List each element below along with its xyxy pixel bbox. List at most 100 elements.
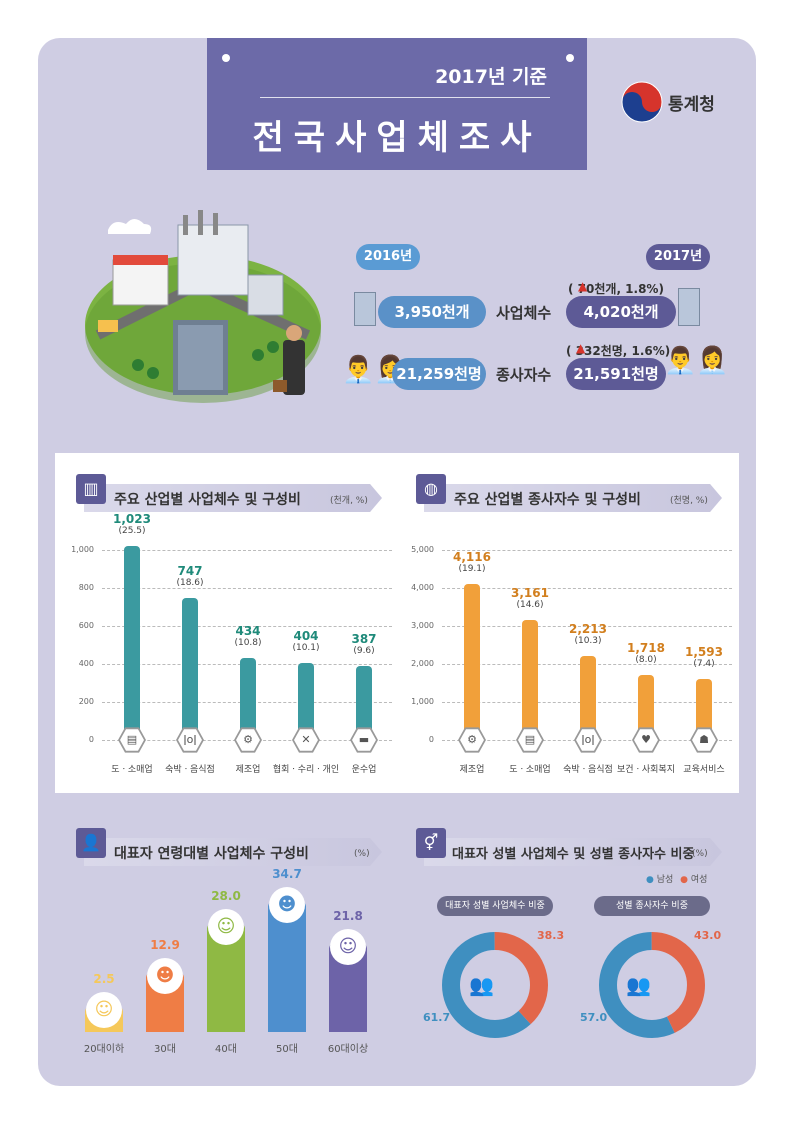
age-category-label: 50대 [276,1044,298,1055]
bar-share-label: (19.1) [458,563,486,574]
grid-line [442,588,732,589]
workers-2016: 21,259천명 [392,358,486,390]
workers-change: ▲ ( 332천명, 1.6%) [566,341,671,358]
grid-line [442,626,732,627]
donut-slice [442,932,548,1038]
title-banner [207,38,587,170]
gender-title: 대표자 성별 사업체수 및 성별 종사자수 비중 [452,847,695,862]
y-tick-label: 400 [78,659,94,668]
establishments-change: ▲ ( 70천개, 1.8%) [568,279,664,296]
age-value-label: 2.5 [93,971,115,986]
donut-chart [599,932,705,1038]
agency-name: 통계청 [668,95,715,115]
bar-value-label: 4,116 [453,549,491,564]
heart-hands-icon-glyph: ♥ [634,729,658,751]
building-icon [678,288,700,326]
y-tick-label: 3,000 [411,621,434,630]
donut-chart [442,932,548,1038]
industry-est-title: 주요 산업별 사업체수 및 구성비 [114,492,301,508]
building-icon [354,292,376,326]
bar [580,655,596,740]
people-icon: 👥 [469,973,494,997]
grid-line [102,588,392,589]
category-label: 제조업 [235,765,261,775]
industry-est-unit: (천개, %) [330,496,368,506]
male-dot-icon: ● [646,875,654,885]
y-tick-label: 0 [88,735,94,744]
face-icon: ☺ [208,909,244,945]
gear-icon-glyph: ⚙ [460,729,484,751]
workers-label: 종사자수 [496,366,552,384]
tools-icon-glyph: ✕ [294,729,318,751]
utensils-icon-glyph: ǀoǀ [576,729,600,751]
year-2016-pill: 2016년 [356,244,420,270]
gender-legend: ● 남성 ● 여성 [646,875,708,885]
people-icon: 👥 [626,973,651,997]
establishments-2017: 4,020천개 [566,296,676,328]
age-category-label: 30대 [154,1044,176,1055]
age-value-label: 34.7 [272,867,302,882]
bar-value-label: 747 [177,564,203,579]
age-value-label: 21.8 [333,909,363,924]
bar [240,657,256,740]
industry-est-header [84,484,382,512]
heart-hands-icon: ♥ [632,727,660,753]
y-tick-label: 1,000 [71,545,94,554]
age-category-label: 40대 [215,1044,237,1055]
establishments-2016: 3,950천개 [378,296,486,328]
age-title: 대표자 연령대별 사업체수 구성비 [114,846,309,862]
male-share-label: 61.7 [423,1011,451,1024]
banner-divider [260,97,550,98]
bar [522,619,538,740]
category-label: 교육서비스 [683,765,725,775]
category-label: 운수업 [351,765,377,775]
store-icon-glyph: ▤ [518,729,542,751]
store-icon-glyph: ▤ [120,729,144,751]
bar-share-label: (10.3) [574,635,602,646]
workers-2017: 21,591천명 [566,358,666,390]
category-label: 숙박ㆍ음식점 [165,765,215,775]
bar-value-label: 2,213 [569,621,607,636]
age-unit: (%) [354,849,370,859]
donut-slice [599,932,705,1038]
establishments-label: 사업체수 [496,304,552,322]
donut-slice [599,932,705,1038]
female-share-label: 38.3 [537,929,565,942]
face-icon: ☺ [86,991,122,1028]
grid-line [102,626,392,627]
male-share-label: 57.0 [580,1011,608,1024]
tools-icon: ✕ [292,727,320,753]
female-share-label: 43.0 [694,929,722,942]
age-category-label: 20대이하 [83,1044,125,1055]
grid-line [102,550,392,551]
bar-value-label: 3,161 [511,585,549,600]
bar-value-label: 1,718 [627,640,665,655]
category-label: 숙박ㆍ음식점 [563,765,613,775]
agency-logo-icon [621,81,663,123]
bar [124,545,140,740]
bar-share-label: (14.6) [516,599,544,610]
y-tick-label: 200 [78,697,94,706]
bar-value-label: 387 [351,632,377,647]
gender-icon: ⚥ [416,828,446,858]
bar-share-label: (8.0) [635,654,657,665]
y-tick-label: 1,000 [411,697,434,706]
industry-wrk-unit: (천명, %) [670,496,708,506]
up-arrow-icon: ▲ [578,279,588,293]
utensils-icon-glyph: ǀoǀ [178,729,202,751]
category-label: 도ㆍ소매업 [111,765,153,775]
bar [464,583,480,740]
category-label: 보건ㆍ사회복지 [617,765,675,775]
industry-wrk-title: 주요 산업별 종사자수 및 구성비 [454,492,641,508]
bar-chart-icon: ▥ [76,474,106,504]
bar-share-label: (25.5) [118,525,146,536]
teacher-icon-glyph: ☗ [692,729,716,751]
bar-share-label: (9.6) [353,646,375,657]
gender-unit: (%) [692,849,708,859]
bar [356,666,372,740]
workers-people-icon: 👨‍💼👩‍💼 [664,346,729,376]
gear-icon-glyph: ⚙ [236,729,260,751]
female-dot-icon: ● [680,875,689,885]
bar-value-label: 1,023 [113,511,151,526]
bar [298,663,314,740]
